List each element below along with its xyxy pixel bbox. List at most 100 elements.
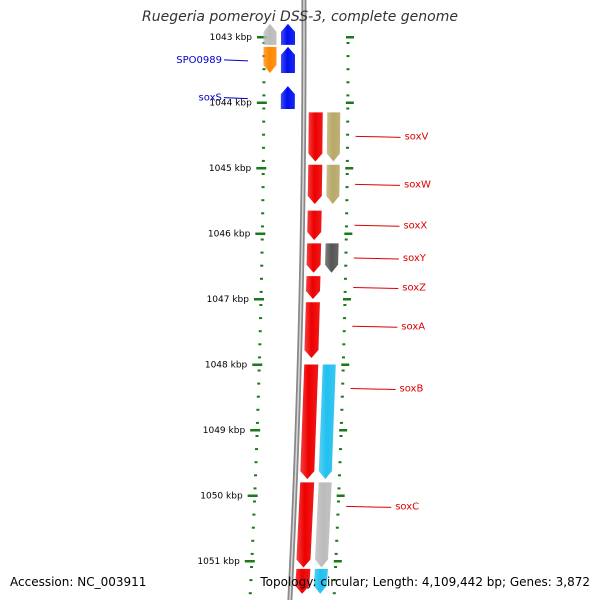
ruler-label-1051: 1051 kbp: [197, 557, 240, 567]
ruler-minor-tick-inner: [259, 290, 263, 293]
ruler-minor-tick-outer: [346, 120, 350, 123]
gene-labels: SPO0989 soxS soxV soxW soxX soxY soxZ soxA soxB s…: [176, 55, 431, 512]
gene-label-soxy: soxY: [403, 253, 427, 264]
ruler-major-tick-1045: [256, 167, 267, 170]
ruler-minor-tick-inner: [261, 146, 265, 149]
feature-8: [326, 164, 340, 205]
feature-6: [326, 112, 341, 162]
ruler-label-1049: 1049 kbp: [203, 426, 246, 436]
label-line-soxc: [346, 505, 392, 508]
ruler-minor-tick-inner: [262, 120, 266, 123]
ruler-minor-tick-inner: [258, 330, 262, 333]
gene-label-soxw: soxW: [404, 179, 431, 190]
kbp-ruler: 1043 kbp 1044 kbp 1045 kbp 1046 kbp 1047 kbp…: [197, 33, 354, 595]
ruler-major-tick-1048: [252, 363, 263, 366]
gene-label-soxs: soxS: [199, 93, 222, 104]
ruler-minor-tick-outer: [344, 238, 348, 241]
label-line-soxz: [353, 287, 399, 290]
ruler-minor-tick-inner: [251, 539, 255, 542]
ruler-minor-tick-inner: [253, 487, 257, 490]
ruler-minor-tick-inner: [248, 592, 252, 595]
ruler-minor-tick-inner: [259, 277, 263, 280]
ruler-minor-tick-inner: [252, 513, 256, 516]
ruler-minor-tick-outer: [345, 159, 349, 162]
gene-spo0989: [263, 46, 277, 74]
ruler-major-tick-1043: [257, 36, 267, 39]
gene-label-soxb: soxB: [400, 384, 424, 395]
ruler-minor-tick-inner: [262, 133, 266, 136]
ruler-minor-tick-outer: [346, 55, 350, 58]
ruler-minor-tick-outer: [344, 225, 348, 228]
label-line-soxb: [350, 388, 396, 390]
ruler-major-tick-1044: [256, 101, 267, 104]
ruler-minor-tick-inner: [256, 408, 260, 411]
ruler-minor-tick-outer: [344, 264, 348, 267]
gene-label-soxc: soxC: [395, 501, 419, 512]
ruler-major-tick-outer-1046: [344, 232, 353, 235]
ruler-minor-tick-outer: [346, 107, 350, 110]
ruler-minor-tick-outer: [346, 133, 350, 136]
ruler-minor-tick-outer: [342, 343, 346, 346]
ruler-minor-tick-inner: [249, 579, 253, 582]
ruler-minor-tick-outer: [341, 382, 345, 385]
ruler-minor-tick-inner: [254, 474, 258, 477]
ruler-minor-tick-inner: [260, 225, 264, 228]
feature-19: [313, 568, 328, 594]
gene-label-soxa: soxA: [401, 321, 425, 332]
ruler-minor-tick-inner: [261, 173, 265, 175]
gene-label-soxz: soxZ: [402, 283, 426, 294]
label-line-soxw: [355, 183, 401, 186]
ruler-minor-tick-inner: [261, 199, 265, 202]
ruler-minor-tick-outer: [345, 173, 349, 175]
label-line-soxy: [353, 257, 399, 260]
ruler-minor-tick-outer: [345, 199, 349, 202]
gene-soxc: [296, 482, 315, 568]
ruler-minor-tick-inner: [262, 81, 266, 84]
ruler-minor-tick-inner: [260, 238, 264, 241]
ruler-major-tick-outer-1051: [333, 560, 342, 563]
ruler-major-tick-outer-1047: [342, 298, 351, 301]
gene-soxs: [280, 86, 295, 110]
label-line-soxs: [223, 97, 248, 100]
ruler-minor-tick-outer: [343, 317, 347, 320]
ruler-minor-tick-outer: [335, 539, 339, 542]
ruler-major-tick-1051: [244, 560, 255, 563]
label-line-soxv: [355, 135, 401, 138]
ruler-minor-tick-inner: [255, 435, 259, 437]
ruler-minor-tick-outer: [346, 68, 350, 71]
ruler-minor-tick-outer: [338, 461, 342, 464]
ruler-minor-tick-inner: [258, 343, 262, 346]
ruler-minor-tick-inner: [256, 395, 260, 398]
ruler-major-tick-1050: [247, 494, 258, 497]
ruler-minor-tick-inner: [261, 159, 265, 162]
ruler-minor-tick-inner: [255, 448, 259, 451]
ruler-minor-tick-outer: [344, 251, 348, 254]
ruler-minor-tick-inner: [254, 461, 258, 464]
ruler-minor-tick-outer: [345, 146, 349, 149]
ruler-minor-tick-outer: [332, 592, 336, 595]
accession-text: Accession: NC_003911: [10, 575, 147, 589]
ruler-minor-tick-inner: [260, 251, 264, 254]
feature-17: [314, 482, 332, 568]
ruler-minor-tick-inner: [252, 500, 256, 503]
feature-11: [325, 243, 339, 273]
ruler-minor-tick-outer: [334, 566, 338, 568]
feature-1: [280, 23, 295, 45]
ruler-minor-tick-inner: [261, 212, 265, 215]
ruler-minor-tick-outer: [346, 42, 350, 44]
ruler-minor-tick-outer: [339, 448, 343, 451]
ruler-major-tick-outer-1045: [345, 167, 354, 170]
gene-soxw: [307, 164, 323, 205]
ruler-minor-tick-outer: [336, 513, 340, 516]
ruler-minor-tick-outer: [343, 304, 347, 306]
ruler-minor-tick-inner: [257, 369, 261, 372]
ruler-major-tick-outer-1050: [336, 494, 345, 497]
ruler-minor-tick-inner: [262, 68, 266, 71]
ruler-label-1047: 1047 kbp: [207, 295, 250, 305]
feature-15: [318, 364, 336, 480]
feature-18: [295, 568, 311, 594]
gene-label-soxx: soxX: [403, 220, 427, 231]
ruler-minor-tick-inner: [250, 552, 254, 555]
